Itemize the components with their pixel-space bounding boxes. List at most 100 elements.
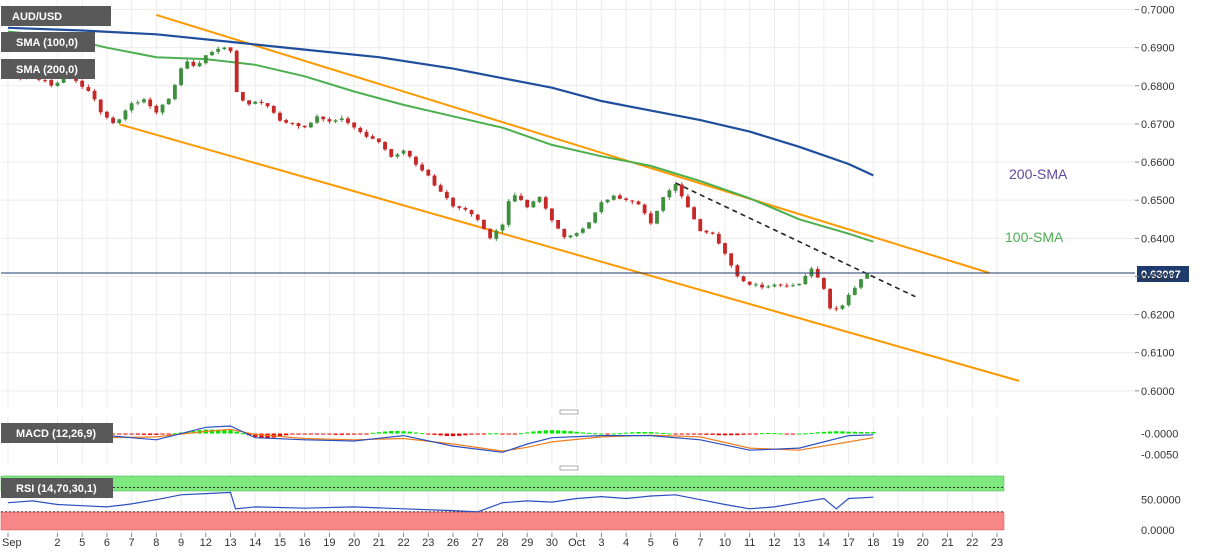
candle-body bbox=[185, 61, 190, 69]
bullish-candle bbox=[661, 197, 666, 213]
macd-hist-bar-positive bbox=[525, 432, 530, 434]
macd-hist-bar-negative bbox=[314, 433, 320, 435]
candle-body bbox=[574, 233, 579, 236]
time-tick-label: 26 bbox=[447, 537, 459, 549]
panel-divider-handle[interactable] bbox=[559, 409, 579, 415]
candle-body bbox=[203, 55, 208, 64]
time-tick-label: 7 bbox=[697, 537, 703, 549]
bearish-candle bbox=[364, 129, 369, 139]
bullish-candle bbox=[123, 109, 128, 121]
macd-hist-bar-positive bbox=[766, 432, 771, 434]
candle-body bbox=[704, 230, 709, 233]
bearish-candle bbox=[296, 122, 301, 129]
macd-hist-bar-positive bbox=[549, 430, 555, 434]
sma100-legend[interactable]: SMA (100,0) bbox=[1, 32, 95, 52]
candle-body bbox=[692, 207, 697, 220]
candle-body bbox=[290, 122, 295, 124]
time-tick-label: 21 bbox=[941, 537, 953, 549]
macd-hist-bar-negative bbox=[129, 433, 134, 435]
price-tick-label: 0.6800 bbox=[1141, 81, 1175, 93]
candle-body bbox=[129, 103, 134, 111]
macd-hist-bar-negative bbox=[481, 433, 487, 435]
candle-body bbox=[797, 283, 802, 286]
macd-hist-bar-negative bbox=[691, 433, 697, 435]
bearish-candle bbox=[271, 105, 276, 115]
price-axis: 0.7000 0.6900 0.6800 0.6700 0.6600 0.6500 0.64… bbox=[1135, 5, 1175, 398]
candle-body bbox=[216, 48, 221, 52]
macd-hist-bar-positive bbox=[215, 429, 221, 434]
candle-body bbox=[852, 287, 857, 295]
bullish-candle bbox=[753, 282, 758, 288]
bearish-candle bbox=[228, 47, 233, 54]
macd-hist-bar-positive bbox=[654, 432, 660, 434]
macd-hist-bar-negative bbox=[160, 433, 165, 435]
bullish-candle bbox=[512, 192, 517, 203]
candle-body bbox=[562, 229, 567, 238]
macd-hist-bar-negative bbox=[333, 433, 338, 435]
bullish-candle bbox=[673, 182, 678, 193]
bearish-candle bbox=[407, 150, 412, 159]
bearish-candle bbox=[265, 102, 270, 109]
candle-body bbox=[772, 284, 777, 287]
panel-divider-handle[interactable] bbox=[559, 465, 579, 471]
candle-body bbox=[710, 232, 715, 234]
macd-hist-bar-negative bbox=[308, 433, 314, 435]
macd-hist-bar-negative bbox=[283, 433, 289, 436]
macd-hist-bar-negative bbox=[722, 433, 728, 436]
macd-hist-bar-positive bbox=[228, 430, 233, 434]
macd-hist-bar-positive bbox=[395, 430, 400, 434]
bearish-candle bbox=[290, 122, 295, 126]
time-tick-label: 19 bbox=[323, 537, 335, 549]
bearish-candle bbox=[247, 99, 251, 107]
candle-body bbox=[679, 184, 684, 197]
time-axis: Sep 2 5 6 7 8 9 12 13 14 15 16 19 20 21 22 23 26 27 28 29 30 O… bbox=[2, 533, 1003, 549]
macd-hist-bar-positive bbox=[803, 433, 808, 435]
candle-body bbox=[531, 201, 536, 208]
rsi-legend[interactable]: RSI (14,70,30,1) bbox=[1, 478, 113, 498]
candle-body bbox=[142, 99, 146, 103]
time-tick-label: 10 bbox=[719, 537, 731, 549]
macd-hist-bar-negative bbox=[450, 433, 456, 437]
candle-body bbox=[630, 200, 635, 202]
candle-body bbox=[494, 230, 499, 239]
bearish-candle bbox=[358, 126, 363, 134]
candle-body bbox=[228, 47, 233, 52]
bearish-candle bbox=[723, 242, 727, 256]
macd-hist-bar-negative bbox=[710, 433, 715, 435]
bullish-candle bbox=[840, 304, 845, 310]
bullish-candle bbox=[339, 115, 344, 122]
bearish-candle bbox=[679, 182, 684, 199]
candle-body bbox=[432, 175, 437, 186]
channel-upper-line bbox=[156, 13, 990, 274]
candle-body bbox=[117, 119, 122, 123]
bearish-candle bbox=[475, 213, 480, 222]
candle-body bbox=[506, 201, 511, 225]
macd-hist-bar-negative bbox=[469, 433, 474, 435]
time-tick-label: 21 bbox=[373, 537, 385, 549]
macd-legend[interactable]: MACD (12,26,9) bbox=[1, 423, 113, 443]
bullish-candle bbox=[537, 196, 542, 204]
symbol-legend[interactable]: AUD/USD bbox=[1, 6, 111, 26]
candle-body bbox=[247, 100, 251, 105]
time-tick-label: 22 bbox=[966, 537, 978, 549]
rsi-tick-label: 0.0000 bbox=[1141, 525, 1175, 537]
sma200-label: SMA (200,0) bbox=[16, 64, 78, 76]
bullish-candle bbox=[500, 223, 505, 234]
bearish-candle bbox=[469, 209, 474, 217]
bullish-candle bbox=[611, 194, 616, 201]
bullish-candle bbox=[172, 83, 177, 101]
bullish-candle bbox=[766, 284, 771, 289]
sma200-legend[interactable]: SMA (200,0) bbox=[1, 59, 95, 79]
macd-hist-bar-positive bbox=[759, 433, 765, 435]
bullish-candle bbox=[166, 98, 171, 105]
macd-hist-bar-negative bbox=[123, 433, 128, 435]
macd-hist-bar-negative bbox=[741, 433, 746, 435]
macd-hist-bar-positive bbox=[846, 431, 851, 434]
candle-body bbox=[111, 117, 115, 123]
candle-body bbox=[414, 156, 418, 165]
bullish-candle bbox=[494, 228, 499, 241]
macd-hist-bar-negative bbox=[110, 433, 116, 435]
time-tick-label: Sep bbox=[2, 537, 22, 549]
candlestick-series bbox=[6, 46, 870, 312]
bullish-candle bbox=[185, 59, 190, 70]
